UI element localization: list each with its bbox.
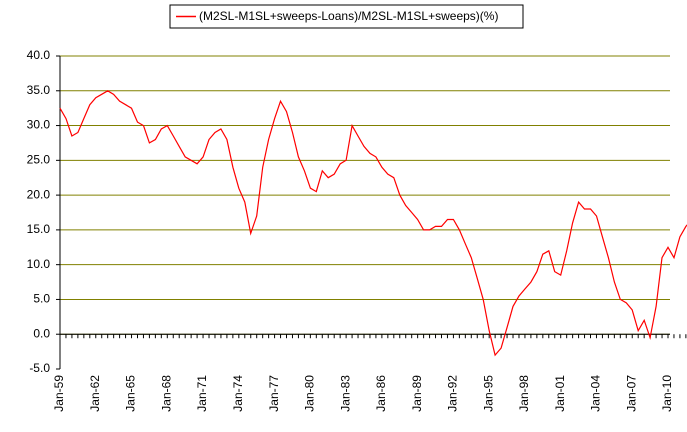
x-tick-label: Jan-62 bbox=[88, 375, 102, 412]
y-tick-label: 0.0 bbox=[33, 326, 50, 340]
legend-box bbox=[169, 4, 524, 29]
x-tick-label: Jan-98 bbox=[517, 375, 531, 412]
y-tick-label: 10.0 bbox=[27, 257, 51, 271]
y-tick-label: 40.0 bbox=[27, 48, 51, 62]
x-tick-label: Jan-10 bbox=[660, 375, 674, 412]
x-tick-label: Jan-92 bbox=[446, 375, 460, 412]
x-tick-label: Jan-65 bbox=[124, 375, 138, 412]
y-tick-label: -5.0 bbox=[29, 361, 50, 375]
x-tick-label: Jan-59 bbox=[52, 375, 66, 412]
x-tick-label: Jan-04 bbox=[589, 375, 603, 412]
x-tick-label: Jan-74 bbox=[231, 375, 245, 412]
x-tick-label: Jan-77 bbox=[267, 375, 281, 412]
y-tick-label: 5.0 bbox=[33, 292, 50, 306]
x-tick-label: Jan-07 bbox=[624, 375, 638, 412]
y-tick-label: 25.0 bbox=[27, 153, 51, 167]
x-tick-label: Jan-89 bbox=[410, 375, 424, 412]
y-tick-label: 30.0 bbox=[27, 118, 51, 132]
x-tick-label: Jan-95 bbox=[481, 375, 495, 412]
x-tick-label: Jan-71 bbox=[195, 375, 209, 412]
x-tick-label: Jan-68 bbox=[159, 375, 173, 412]
x-tick-label: Jan-86 bbox=[374, 375, 388, 412]
y-tick-label: 15.0 bbox=[27, 222, 51, 236]
y-tick-label: 35.0 bbox=[27, 83, 51, 97]
legend-label: (M2SL-M1SL+sweeps-Loans)/M2SL-M1SL+sweep… bbox=[199, 9, 498, 23]
x-tick-label: Jan-80 bbox=[303, 375, 317, 412]
x-tick-label: Jan-83 bbox=[338, 375, 352, 412]
y-tick-label: 20.0 bbox=[27, 187, 51, 201]
x-tick-label: Jan-01 bbox=[553, 375, 567, 412]
line-series bbox=[59, 90, 687, 357]
